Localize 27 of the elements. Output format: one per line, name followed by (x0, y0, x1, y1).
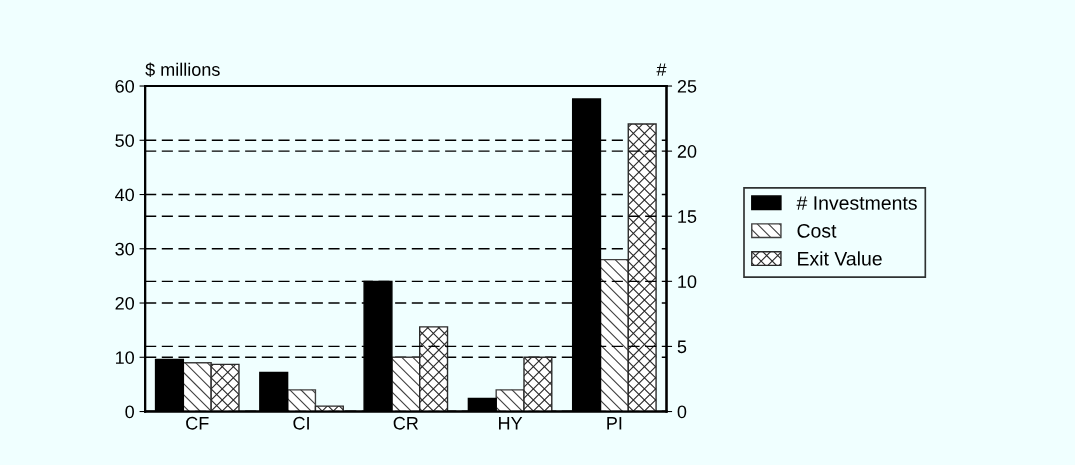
bar (210, 363, 240, 412)
x-tick-label: CF (186, 416, 209, 430)
y-tick-label: 0 (125, 405, 134, 419)
legend-label: # Investments (796, 196, 917, 210)
y-tick-label: 40 (115, 188, 134, 202)
y2-tick-label: 10 (678, 275, 697, 289)
y2-tick-label: 5 (677, 340, 687, 354)
y-tick-label: 50 (115, 134, 134, 147)
bar (523, 356, 553, 412)
legend-label: Cost (797, 223, 837, 238)
y-tick-label: 30 (115, 242, 134, 256)
x-tick-label: HY (499, 417, 523, 430)
y2-tick-label: 25 (677, 79, 697, 93)
bar (627, 123, 657, 412)
y-tick-label: 60 (115, 79, 134, 93)
x-tick-label: CI (293, 416, 309, 430)
y-tick-label: 10 (116, 351, 134, 364)
y2-tick-label: 20 (677, 145, 697, 158)
legend-label: Exit Value (798, 251, 882, 266)
x-tick-label: PI (607, 417, 622, 430)
y2-axis-title: # (656, 63, 667, 76)
bar (419, 326, 449, 412)
x-tick-label: CR (393, 416, 419, 430)
y2-tick-label: 15 (678, 210, 697, 223)
y2-tick-label: 0 (677, 405, 687, 419)
y-tick-label: 20 (115, 296, 134, 310)
y-axis-title: $ millions (145, 62, 220, 78)
